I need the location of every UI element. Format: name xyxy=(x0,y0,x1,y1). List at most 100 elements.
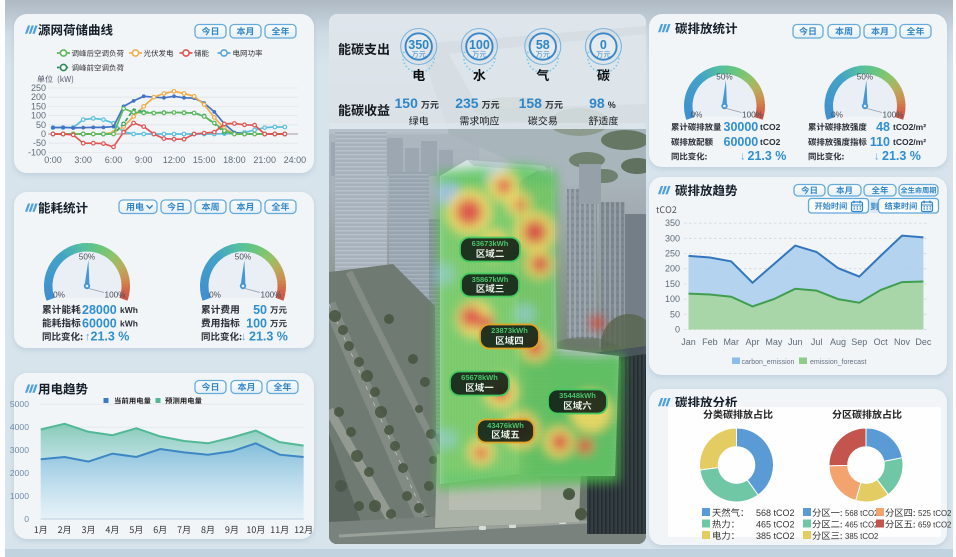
svg-text:568 tCO2: 568 tCO2 xyxy=(845,509,878,518)
svg-text:659 tCO2: 659 tCO2 xyxy=(918,521,951,530)
svg-text:35448kWh: 35448kWh xyxy=(559,391,596,400)
svg-text:100: 100 xyxy=(31,111,46,121)
svg-text:60000: 60000 xyxy=(724,135,759,149)
svg-text:385 tCO2: 385 tCO2 xyxy=(756,531,795,541)
svg-text:emission_forecast: emission_forecast xyxy=(810,359,866,366)
svg-text:kWh: kWh xyxy=(120,319,138,329)
svg-text:0: 0 xyxy=(600,38,607,52)
svg-text:58: 58 xyxy=(536,38,550,52)
svg-text:350: 350 xyxy=(408,38,429,52)
svg-text:Oct: Oct xyxy=(874,337,889,347)
svg-text:30000: 30000 xyxy=(724,120,759,134)
svg-text:568 tCO2: 568 tCO2 xyxy=(756,508,795,518)
svg-text:15:00: 15:00 xyxy=(193,155,216,165)
svg-text:50: 50 xyxy=(253,303,267,317)
svg-text:9:00: 9:00 xyxy=(135,155,153,165)
svg-text:110: 110 xyxy=(870,135,890,149)
svg-text:May: May xyxy=(765,337,783,347)
svg-text:1000: 1000 xyxy=(10,491,29,501)
svg-text:Apr: Apr xyxy=(745,337,759,347)
svg-text:6:00: 6:00 xyxy=(105,155,123,165)
svg-text:tCO2/m²: tCO2/m² xyxy=(893,137,926,147)
svg-text:Jan: Jan xyxy=(681,337,696,347)
svg-text:150: 150 xyxy=(395,95,419,111)
svg-text:0: 0 xyxy=(41,129,46,139)
svg-text:21.3 %: 21.3 % xyxy=(748,149,787,163)
svg-text:↓: ↓ xyxy=(740,151,746,163)
svg-text:100%: 100% xyxy=(105,291,126,300)
svg-text:100%: 100% xyxy=(742,111,763,120)
svg-text:0: 0 xyxy=(675,325,680,335)
svg-text:↓: ↓ xyxy=(874,151,880,163)
svg-text:385 tCO2: 385 tCO2 xyxy=(845,532,878,541)
svg-text:100: 100 xyxy=(665,294,680,304)
svg-text:12:00: 12:00 xyxy=(163,155,186,165)
svg-text:-50: -50 xyxy=(33,138,46,148)
svg-text:3:00: 3:00 xyxy=(74,155,92,165)
svg-text:0%: 0% xyxy=(209,291,221,300)
svg-text:3000: 3000 xyxy=(10,445,29,455)
svg-text:5000: 5000 xyxy=(10,399,29,409)
svg-text:98: 98 xyxy=(589,95,605,111)
svg-text:21.3 %: 21.3 % xyxy=(882,149,921,163)
svg-text:kWh: kWh xyxy=(120,305,138,315)
svg-text:200: 200 xyxy=(665,264,680,274)
svg-text:-100: -100 xyxy=(28,147,46,157)
svg-text:350: 350 xyxy=(665,218,680,228)
svg-text:%: % xyxy=(608,100,616,110)
svg-text:48: 48 xyxy=(876,120,890,134)
svg-text:50%: 50% xyxy=(716,73,732,82)
svg-text:60000: 60000 xyxy=(82,317,117,331)
svg-text:18:00: 18:00 xyxy=(223,155,246,165)
svg-text:4000: 4000 xyxy=(10,422,29,432)
svg-text:Sep: Sep xyxy=(851,337,867,347)
svg-text:525 tCO2: 525 tCO2 xyxy=(918,509,951,518)
svg-text:100%: 100% xyxy=(261,291,282,300)
svg-text:200: 200 xyxy=(31,92,46,102)
svg-text:Nov: Nov xyxy=(894,337,911,347)
svg-text:50%: 50% xyxy=(857,73,873,82)
svg-text:tCO2: tCO2 xyxy=(760,137,781,147)
svg-text:Dec: Dec xyxy=(915,337,932,347)
svg-text:0%: 0% xyxy=(691,111,703,120)
svg-text:21.3 %: 21.3 % xyxy=(91,330,130,344)
svg-text:0%: 0% xyxy=(831,111,843,120)
svg-text:150: 150 xyxy=(31,101,46,111)
svg-text:63673kWh: 63673kWh xyxy=(472,239,509,248)
svg-text:↓: ↓ xyxy=(241,331,247,343)
svg-text:23873kWh: 23873kWh xyxy=(491,326,528,335)
svg-text:0: 0 xyxy=(24,514,29,524)
svg-text:21:00: 21:00 xyxy=(253,155,276,165)
svg-text:0:00: 0:00 xyxy=(44,155,62,165)
svg-text:50: 50 xyxy=(670,309,680,319)
svg-text:465 tCO2: 465 tCO2 xyxy=(845,521,878,530)
svg-text:Mar: Mar xyxy=(723,337,739,347)
svg-text:Aug: Aug xyxy=(830,337,846,347)
svg-text:300: 300 xyxy=(665,233,680,243)
svg-text:tCO2: tCO2 xyxy=(760,122,781,132)
svg-text:Jul: Jul xyxy=(811,337,823,347)
svg-text:28000: 28000 xyxy=(82,303,117,317)
svg-text:250: 250 xyxy=(31,83,46,93)
svg-text:50: 50 xyxy=(36,120,46,130)
svg-text:50%: 50% xyxy=(235,253,251,262)
svg-text:Feb: Feb xyxy=(702,337,718,347)
svg-text:100: 100 xyxy=(469,38,490,52)
svg-text:carbon_emission: carbon_emission xyxy=(742,359,795,366)
svg-text:35867kWh: 35867kWh xyxy=(472,275,509,284)
svg-text:tCO2/m²: tCO2/m² xyxy=(893,122,926,132)
svg-text:21.3 %: 21.3 % xyxy=(249,330,288,344)
svg-text:65678kWh: 65678kWh xyxy=(461,373,498,382)
svg-text:465 tCO2: 465 tCO2 xyxy=(756,520,795,530)
svg-text:24:00: 24:00 xyxy=(284,155,307,165)
svg-text:235: 235 xyxy=(455,95,479,111)
svg-text:2000: 2000 xyxy=(10,468,29,478)
svg-text:↑: ↑ xyxy=(85,331,91,343)
svg-text:100: 100 xyxy=(246,317,267,331)
svg-text:158: 158 xyxy=(519,95,543,111)
svg-text:50%: 50% xyxy=(79,253,95,262)
svg-text:150: 150 xyxy=(665,279,680,289)
svg-text:100%: 100% xyxy=(883,111,904,120)
svg-text:250: 250 xyxy=(665,249,680,259)
svg-text:43476kWh: 43476kWh xyxy=(487,421,524,430)
